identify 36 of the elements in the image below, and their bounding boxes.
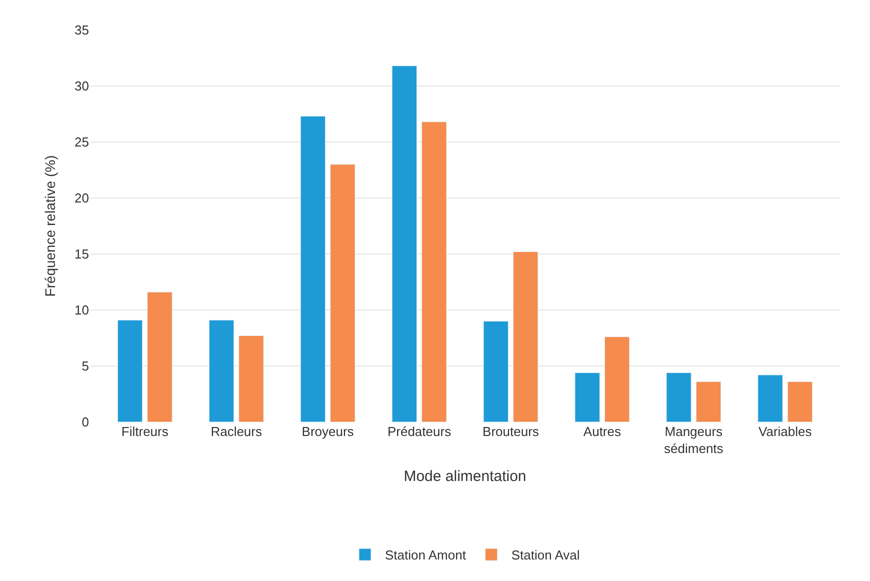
- x-tick-label: Prédateurs: [387, 424, 452, 439]
- bar: [422, 122, 447, 422]
- y-tick-label: 35: [74, 22, 89, 38]
- y-tick-label: 20: [74, 190, 89, 206]
- bar: [208, 320, 234, 422]
- y-tick-label: 10: [74, 302, 89, 318]
- x-tick-label: Broyeurs: [302, 424, 354, 439]
- bar: [483, 320, 508, 422]
- bar: [330, 164, 356, 422]
- bar: [392, 66, 417, 422]
- x-tick-label: Variables: [758, 424, 812, 439]
- legend-label: Station Aval: [511, 548, 580, 563]
- bar: [787, 381, 813, 422]
- bar: [117, 320, 143, 422]
- bar: [604, 336, 630, 422]
- bar: [696, 381, 722, 422]
- x-tick-label: Mangeurs sédiments: [664, 424, 724, 456]
- x-tick-label: Brouteurs: [482, 424, 540, 439]
- x-tick-label: Racleurs: [210, 424, 262, 439]
- x-axis-title: Mode alimentation: [404, 468, 526, 485]
- bar: [513, 252, 538, 422]
- y-tick-label: 5: [82, 358, 89, 374]
- y-tick-label: 0: [82, 414, 89, 430]
- bar: [758, 374, 783, 422]
- y-axis-title: Fréquence relative (%): [42, 155, 58, 297]
- x-tick-label: Autres: [583, 424, 622, 439]
- y-tick-label: 25: [74, 134, 89, 150]
- bar: [147, 292, 172, 422]
- bar: [238, 336, 264, 422]
- legend-label: Station Amont: [385, 548, 466, 563]
- bar: [574, 372, 600, 422]
- bar: [666, 372, 692, 422]
- x-tick-label: Filtreurs: [121, 424, 169, 439]
- y-tick-label: 30: [74, 78, 89, 94]
- y-tick-label: 15: [74, 246, 89, 262]
- bar: [300, 116, 326, 422]
